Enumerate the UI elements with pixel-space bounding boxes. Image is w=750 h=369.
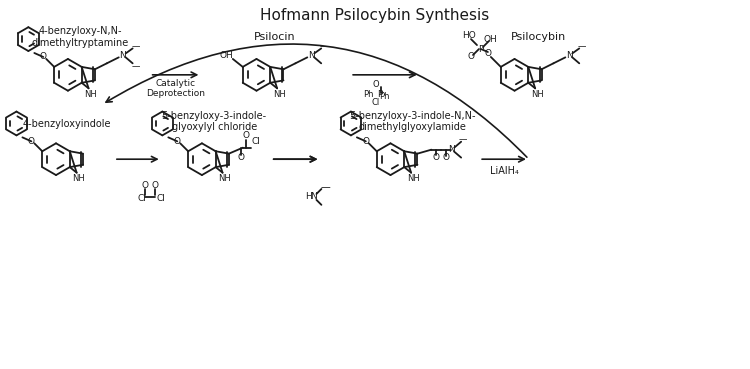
Text: 4-benzyloxy-N,N-
dimethyltryptamine: 4-benzyloxy-N,N- dimethyltryptamine bbox=[32, 26, 129, 48]
Text: O: O bbox=[237, 153, 244, 162]
Text: O: O bbox=[141, 182, 148, 190]
Text: N: N bbox=[310, 192, 316, 201]
Text: LiAlH₄: LiAlH₄ bbox=[490, 166, 518, 176]
Text: O: O bbox=[467, 52, 475, 62]
Text: O: O bbox=[433, 153, 439, 162]
Text: H: H bbox=[305, 192, 312, 201]
Text: NH: NH bbox=[84, 90, 97, 99]
Text: NH: NH bbox=[72, 174, 85, 183]
Text: —: — bbox=[320, 182, 330, 192]
Text: Ph: Ph bbox=[363, 90, 374, 99]
Text: Cl: Cl bbox=[156, 194, 165, 203]
Text: —: — bbox=[131, 42, 140, 51]
Text: O: O bbox=[174, 137, 181, 146]
Text: Hofmann Psilocybin Synthesis: Hofmann Psilocybin Synthesis bbox=[260, 8, 490, 23]
Text: NH: NH bbox=[531, 90, 544, 99]
Text: 4-benzyloxyindole: 4-benzyloxyindole bbox=[22, 120, 110, 130]
Text: P: P bbox=[478, 45, 484, 54]
Text: Psilocybin: Psilocybin bbox=[512, 32, 566, 42]
Text: Cl: Cl bbox=[251, 137, 260, 146]
Text: 5-benzyloxy-3-indole-N,N-
dimethylglyoxylamide: 5-benzyloxy-3-indole-N,N- dimethylglyoxy… bbox=[350, 111, 476, 132]
Text: O: O bbox=[373, 80, 380, 89]
Text: Cl: Cl bbox=[372, 98, 380, 107]
Text: O: O bbox=[152, 182, 158, 190]
Text: HO: HO bbox=[462, 31, 476, 39]
Text: N: N bbox=[119, 51, 126, 60]
Text: Ph: Ph bbox=[379, 92, 389, 101]
Text: O: O bbox=[442, 153, 450, 162]
Text: —: — bbox=[320, 42, 328, 51]
Text: NH: NH bbox=[406, 174, 419, 183]
Text: —: — bbox=[459, 135, 467, 144]
Text: O: O bbox=[362, 137, 369, 146]
Text: —: — bbox=[578, 42, 586, 51]
Text: O: O bbox=[484, 49, 491, 59]
Text: N: N bbox=[566, 51, 573, 60]
Text: N: N bbox=[448, 145, 454, 154]
Text: —: — bbox=[131, 62, 140, 71]
Text: OH: OH bbox=[484, 35, 498, 44]
Text: OH: OH bbox=[220, 51, 234, 61]
Text: Catalytic
Deprotection: Catalytic Deprotection bbox=[146, 79, 205, 99]
Text: P: P bbox=[377, 90, 382, 99]
Text: O: O bbox=[242, 131, 249, 140]
Text: Cl: Cl bbox=[137, 194, 146, 203]
Text: O: O bbox=[40, 52, 46, 62]
Text: NH: NH bbox=[218, 174, 231, 183]
Text: NH: NH bbox=[273, 90, 286, 99]
Text: O: O bbox=[28, 137, 34, 146]
Text: Psilocin: Psilocin bbox=[254, 32, 296, 42]
Text: 5-benzyloxy-3-indole-
glyoxylyl chloride: 5-benzyloxy-3-indole- glyoxylyl chloride bbox=[162, 111, 267, 132]
Text: N: N bbox=[308, 51, 315, 60]
